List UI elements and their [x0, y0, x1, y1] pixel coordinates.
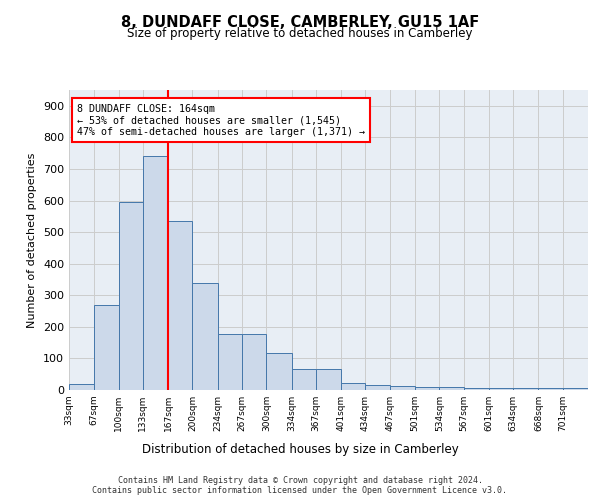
Text: Contains HM Land Registry data © Crown copyright and database right 2024.
Contai: Contains HM Land Registry data © Crown c…: [92, 476, 508, 495]
Bar: [514, 388, 538, 390]
Y-axis label: Number of detached properties: Number of detached properties: [28, 152, 37, 328]
Bar: [464, 388, 489, 390]
Bar: [94, 304, 119, 390]
Bar: [119, 202, 143, 390]
Bar: [390, 386, 415, 390]
Bar: [489, 388, 514, 390]
Bar: [341, 383, 365, 390]
Bar: [415, 388, 439, 390]
Bar: [218, 334, 242, 390]
Text: 8 DUNDAFF CLOSE: 164sqm
← 53% of detached houses are smaller (1,545)
47% of semi: 8 DUNDAFF CLOSE: 164sqm ← 53% of detache…: [77, 104, 365, 136]
Bar: [193, 282, 218, 390]
Bar: [292, 370, 316, 390]
Text: Size of property relative to detached houses in Camberley: Size of property relative to detached ho…: [127, 28, 473, 40]
Bar: [266, 352, 292, 390]
Bar: [143, 156, 168, 390]
Text: 8, DUNDAFF CLOSE, CAMBERLEY, GU15 1AF: 8, DUNDAFF CLOSE, CAMBERLEY, GU15 1AF: [121, 15, 479, 30]
Text: Distribution of detached houses by size in Camberley: Distribution of detached houses by size …: [142, 442, 458, 456]
Bar: [316, 370, 341, 390]
Bar: [365, 386, 390, 390]
Bar: [538, 388, 563, 390]
Bar: [168, 221, 193, 390]
Bar: [563, 388, 588, 390]
Bar: [439, 388, 464, 390]
Bar: [242, 334, 266, 390]
Bar: [69, 384, 94, 390]
